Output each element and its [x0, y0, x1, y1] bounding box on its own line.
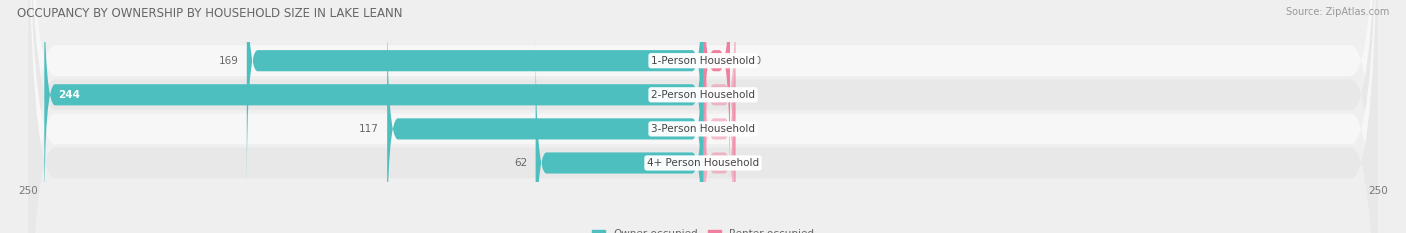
FancyBboxPatch shape: [45, 0, 703, 221]
Text: 1-Person Household: 1-Person Household: [651, 56, 755, 66]
Text: 0: 0: [749, 90, 755, 100]
Legend: Owner-occupied, Renter-occupied: Owner-occupied, Renter-occupied: [588, 225, 818, 233]
FancyBboxPatch shape: [28, 0, 1378, 233]
Text: 0: 0: [749, 124, 755, 134]
FancyBboxPatch shape: [28, 0, 1378, 233]
Text: 0: 0: [749, 158, 755, 168]
FancyBboxPatch shape: [28, 0, 1378, 233]
Text: 4+ Person Household: 4+ Person Household: [647, 158, 759, 168]
Text: 244: 244: [58, 90, 80, 100]
FancyBboxPatch shape: [387, 3, 703, 233]
FancyBboxPatch shape: [703, 0, 730, 186]
FancyBboxPatch shape: [703, 37, 735, 233]
Text: 2-Person Household: 2-Person Household: [651, 90, 755, 100]
Text: 169: 169: [219, 56, 239, 66]
FancyBboxPatch shape: [28, 0, 1378, 233]
FancyBboxPatch shape: [703, 0, 735, 221]
Text: OCCUPANCY BY OWNERSHIP BY HOUSEHOLD SIZE IN LAKE LEANN: OCCUPANCY BY OWNERSHIP BY HOUSEHOLD SIZE…: [17, 7, 402, 20]
Text: 3-Person Household: 3-Person Household: [651, 124, 755, 134]
Text: 62: 62: [515, 158, 527, 168]
Text: 117: 117: [359, 124, 380, 134]
FancyBboxPatch shape: [536, 37, 703, 233]
FancyBboxPatch shape: [703, 3, 735, 233]
FancyBboxPatch shape: [247, 0, 703, 186]
Text: Source: ZipAtlas.com: Source: ZipAtlas.com: [1285, 7, 1389, 17]
Text: 10: 10: [749, 56, 762, 66]
